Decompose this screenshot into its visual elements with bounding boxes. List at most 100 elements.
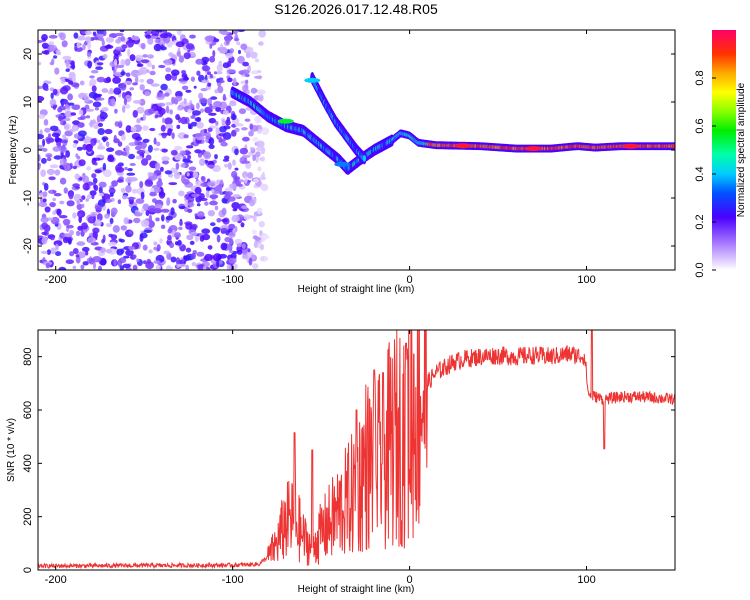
- spectrogram-noise-blob: [86, 51, 92, 57]
- spectrogram-noise-blob: [136, 72, 143, 76]
- spectrogram-noise-blob: [221, 207, 227, 216]
- spectrogram-noise-blob: [96, 33, 104, 39]
- spectrogram-noise-blob: [90, 211, 98, 217]
- spectrogram-noise-blob: [140, 219, 150, 228]
- spectrogram-noise-blob: [86, 166, 92, 171]
- spectrogram-noise-blob: [48, 41, 55, 46]
- spectrogram-noise-blob: [197, 152, 203, 158]
- spectrogram-noise-blob: [207, 82, 212, 87]
- spectrogram-noise-blob: [102, 162, 107, 171]
- spectrogram-noise-blob: [219, 179, 224, 185]
- spectrogram-noise-blob: [116, 248, 124, 256]
- spectrogram-noise-blob: [185, 222, 193, 230]
- spectrogram-noise-blob: [50, 92, 54, 99]
- spectrogram-noise-blob: [96, 213, 103, 222]
- spectrogram-noise-blob: [75, 254, 80, 258]
- spectrogram-noise-blob: [199, 158, 206, 167]
- spectrogram-noise-blob: [232, 77, 237, 86]
- spectrogram-noise-blob: [81, 203, 85, 208]
- spectrogram-noise-blob: [38, 39, 43, 44]
- spectrogram-noise-blob: [135, 54, 143, 62]
- spectrogram-noise-blob: [139, 84, 145, 91]
- spectrogram-noise-blob: [244, 118, 251, 122]
- spectrogram-noise-blob: [107, 155, 115, 162]
- spectrogram-peak: [454, 143, 471, 149]
- spectrogram-noise-blob: [161, 156, 170, 162]
- spectrogram-noise-blob: [225, 52, 234, 59]
- spectrogram-noise-blob: [233, 37, 240, 42]
- spectrogram-noise-blob: [202, 265, 207, 270]
- spectrogram-noise-blob: [182, 158, 191, 163]
- spectrogram-noise-blob: [118, 238, 123, 242]
- spectrogram-noise-blob: [237, 183, 244, 187]
- spectrogram-noise-blob: [258, 221, 265, 228]
- spectrogram-noise-blob: [117, 141, 123, 147]
- spectrogram-noise-blob: [160, 33, 169, 39]
- spectrogram-noise-blob: [52, 197, 57, 202]
- spectrogram-noise-blob: [131, 35, 140, 41]
- spectrogram-noise-blob: [247, 248, 251, 253]
- snr-panel: -200 -100 0 100 0 200 400 600 800 Height of str…: [6, 329, 676, 595]
- spectrogram-noise-blob: [156, 180, 163, 188]
- spectrogram-noise-blob: [170, 207, 175, 216]
- spectrogram-noise-blob: [125, 249, 134, 256]
- spectrogram-noise-blob: [52, 88, 58, 96]
- spectrogram-noise-blob: [60, 78, 66, 85]
- spectrogram-noise-blob: [160, 46, 167, 51]
- spectrogram-noise-blob: [229, 183, 237, 189]
- spectrogram-noise-blob: [73, 32, 79, 39]
- spectrogram-noise-blob: [248, 130, 254, 137]
- spectrogram-noise-blob: [120, 71, 126, 76]
- spectrogram-noise-blob: [61, 100, 69, 105]
- spectrogram-noise-blob: [231, 129, 237, 137]
- spectrogram-noise-blob: [239, 147, 248, 155]
- spectrogram-noise-blob: [240, 222, 245, 228]
- spectrogram-noise-blob: [210, 222, 216, 227]
- spectrogram-noise-blob: [254, 236, 262, 242]
- spectrogram-noise-blob: [59, 32, 66, 41]
- spectrogram-noise-blob: [160, 83, 168, 91]
- spectrogram-noise-blob: [250, 254, 256, 260]
- spectrogram-noise-blob: [258, 41, 264, 46]
- spectrogram-noise-blob: [64, 123, 71, 131]
- spectrogram-noise-blob: [171, 69, 180, 76]
- spectrogram-noise-blob: [261, 127, 270, 135]
- spectrogram-noise-blob: [166, 197, 171, 206]
- spectrogram-noise-blob: [132, 264, 138, 270]
- spectrogram-noise-blob: [105, 198, 112, 203]
- x-tick-label: 0: [407, 274, 413, 286]
- spectrogram-noise-blob: [94, 107, 100, 111]
- spectrogram-noise-blob: [49, 125, 59, 132]
- spectrogram-noise-blob: [122, 263, 131, 269]
- spectrogram-noise-blob: [81, 195, 86, 201]
- spectrogram-noise-blob: [147, 37, 154, 45]
- spectrogram-noise-blob: [56, 208, 62, 216]
- spectrogram-noise-blob: [164, 117, 173, 125]
- spectrogram-noise-blob: [108, 188, 116, 193]
- spectrogram-noise-blob: [168, 52, 174, 57]
- spectrogram-noise-blob: [153, 137, 157, 145]
- spectrogram-noise-blob: [66, 200, 75, 207]
- spectrogram-noise-blob: [252, 214, 257, 222]
- spectrogram-noise-blob: [249, 146, 254, 151]
- spectrogram-noise-blob: [81, 222, 88, 230]
- spectrogram-noise-blob: [160, 166, 164, 172]
- spectrogram-peak: [334, 161, 351, 167]
- spectrogram-noise-blob: [232, 208, 238, 212]
- spectrogram-noise-blob: [182, 77, 190, 81]
- spectrogram-noise-blob: [196, 102, 200, 110]
- spectrogram-noise-blob: [44, 206, 51, 213]
- spectrogram-noise-blob: [241, 69, 250, 75]
- spectrogram-noise-blob: [82, 246, 90, 252]
- spectrogram-noise-blob: [186, 196, 190, 200]
- spectrogram-noise-blob: [98, 122, 103, 127]
- snr-x-ticks: -200 -100 0 100: [45, 330, 596, 586]
- spectrogram-noise-blob: [48, 133, 51, 138]
- spectrogram-noise-blob: [148, 249, 153, 254]
- spectrogram-noise-blob: [160, 124, 166, 132]
- spectrogram-noise-blob: [153, 187, 162, 194]
- spectrogram-noise-blob: [243, 176, 248, 184]
- spectrogram-noise-blob: [132, 82, 138, 86]
- spectrogram-noise-blob: [98, 265, 102, 270]
- spectrogram-noise-blob: [210, 96, 218, 100]
